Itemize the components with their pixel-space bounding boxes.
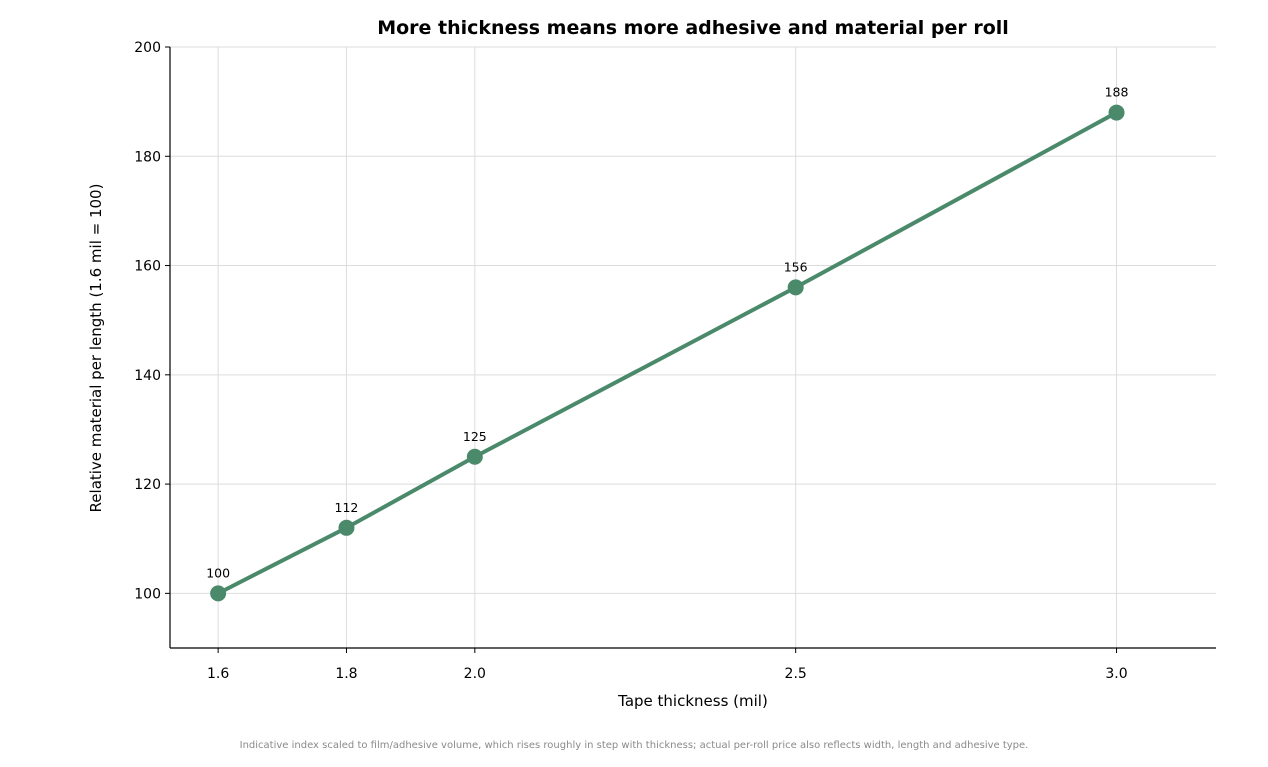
x-tick-label: 2.0	[464, 666, 486, 682]
data-label: 100	[206, 565, 230, 580]
grid-lines	[170, 46, 1216, 648]
data-label: 156	[784, 259, 808, 274]
data-point	[1108, 104, 1125, 121]
y-tick-label: 140	[134, 368, 161, 384]
series	[210, 104, 1125, 602]
x-ticks: 1.6 1.8 2.0 2.5 3.0	[207, 648, 1128, 682]
data-point	[210, 585, 227, 602]
data-point	[466, 448, 483, 465]
y-tick-label: 200	[134, 40, 161, 56]
x-tick-label: 1.8	[335, 666, 357, 682]
series-line	[216, 110, 1119, 596]
data-point	[787, 279, 804, 296]
chart-title: More thickness means more adhesive and m…	[377, 17, 1009, 39]
x-axis-label: Tape thickness (mil)	[617, 692, 768, 710]
data-label: 188	[1105, 85, 1129, 100]
y-axis-label: Relative material per length (1.6 mil = …	[87, 184, 105, 513]
data-label: 125	[463, 429, 487, 444]
axes	[169, 47, 1216, 649]
y-tick-label: 100	[134, 586, 161, 602]
y-tick-label: 180	[134, 149, 161, 165]
data-label: 112	[335, 500, 359, 515]
x-tick-label: 3.0	[1105, 666, 1127, 682]
data-labels: 100 112 125 156 188	[206, 85, 1128, 581]
y-tick-label: 160	[134, 259, 161, 275]
y-ticks: 100 120 140 160 180 200	[134, 40, 170, 602]
y-tick-label: 120	[134, 477, 161, 493]
x-tick-label: 2.5	[785, 666, 807, 682]
x-tick-label: 1.6	[207, 666, 229, 682]
data-point	[338, 519, 355, 536]
footnote: Indicative index scaled to film/adhesive…	[240, 740, 1029, 751]
